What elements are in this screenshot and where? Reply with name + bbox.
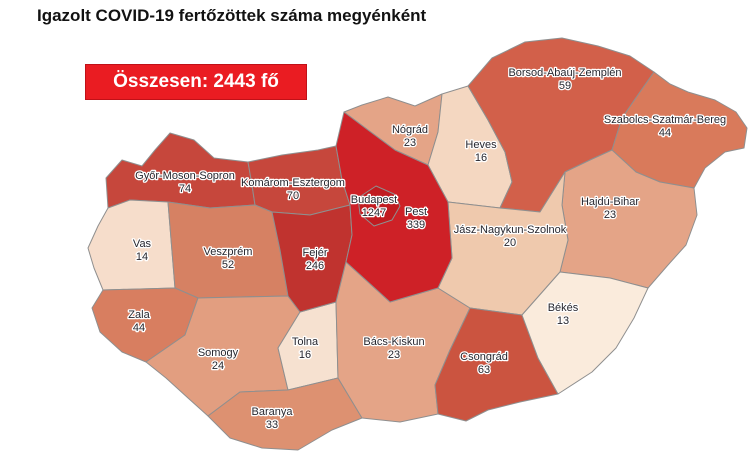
county-vas	[87, 199, 176, 291]
county-label-heves: Heves 16	[465, 139, 497, 164]
county-label-jasz-nagykun-szolnok: Jász-Nagykun-Szolnok 20	[454, 224, 567, 249]
county-bekes	[521, 271, 649, 395]
county-szabolcs-szatmar-bereg	[611, 71, 748, 189]
county-budapest	[357, 185, 401, 227]
county-label-bekes: Békés 13	[548, 302, 579, 327]
county-label-pest: Pest 339	[405, 206, 427, 231]
county-label-szabolcs-szatmar-bereg: Szabolcs-Szatmár-Bereg 44	[604, 114, 726, 139]
total-badge: Összesen: 2443 fő	[85, 64, 307, 100]
county-label-bacs-kiskun: Bács-Kiskun 23	[363, 336, 424, 361]
county-label-nograd: Nógrád 23	[392, 124, 428, 149]
county-label-csongrad: Csongrád 63	[460, 351, 508, 376]
total-badge-label: Összesen: 2443 fő	[113, 71, 279, 92]
county-label-zala: Zala 44	[128, 309, 150, 334]
county-label-gyor-moson-sopron: Győr-Moson-Sopron 74	[135, 170, 235, 195]
page-title: Igazolt COVID-19 fertőzöttek száma megyé…	[37, 6, 427, 25]
county-label-somogy: Somogy 24	[198, 347, 239, 372]
county-label-tolna: Tolna 16	[292, 336, 319, 361]
county-label-budapest: Budapest 1247	[351, 194, 397, 219]
county-label-borsod-abauj-zemplen: Borsod-Abaúj-Zemplén 59	[508, 67, 621, 92]
county-label-veszprem: Veszprém 52	[204, 246, 253, 271]
county-label-fejer: Fejér 246	[302, 247, 327, 272]
county-label-baranya: Baranya 33	[252, 406, 294, 431]
county-label-hajdu-bihar: Hajdú-Bihar 23	[581, 196, 639, 221]
county-label-komarom-esztergom: Komárom-Esztergom 70	[241, 177, 345, 202]
county-label-vas: Vas 14	[133, 238, 152, 263]
